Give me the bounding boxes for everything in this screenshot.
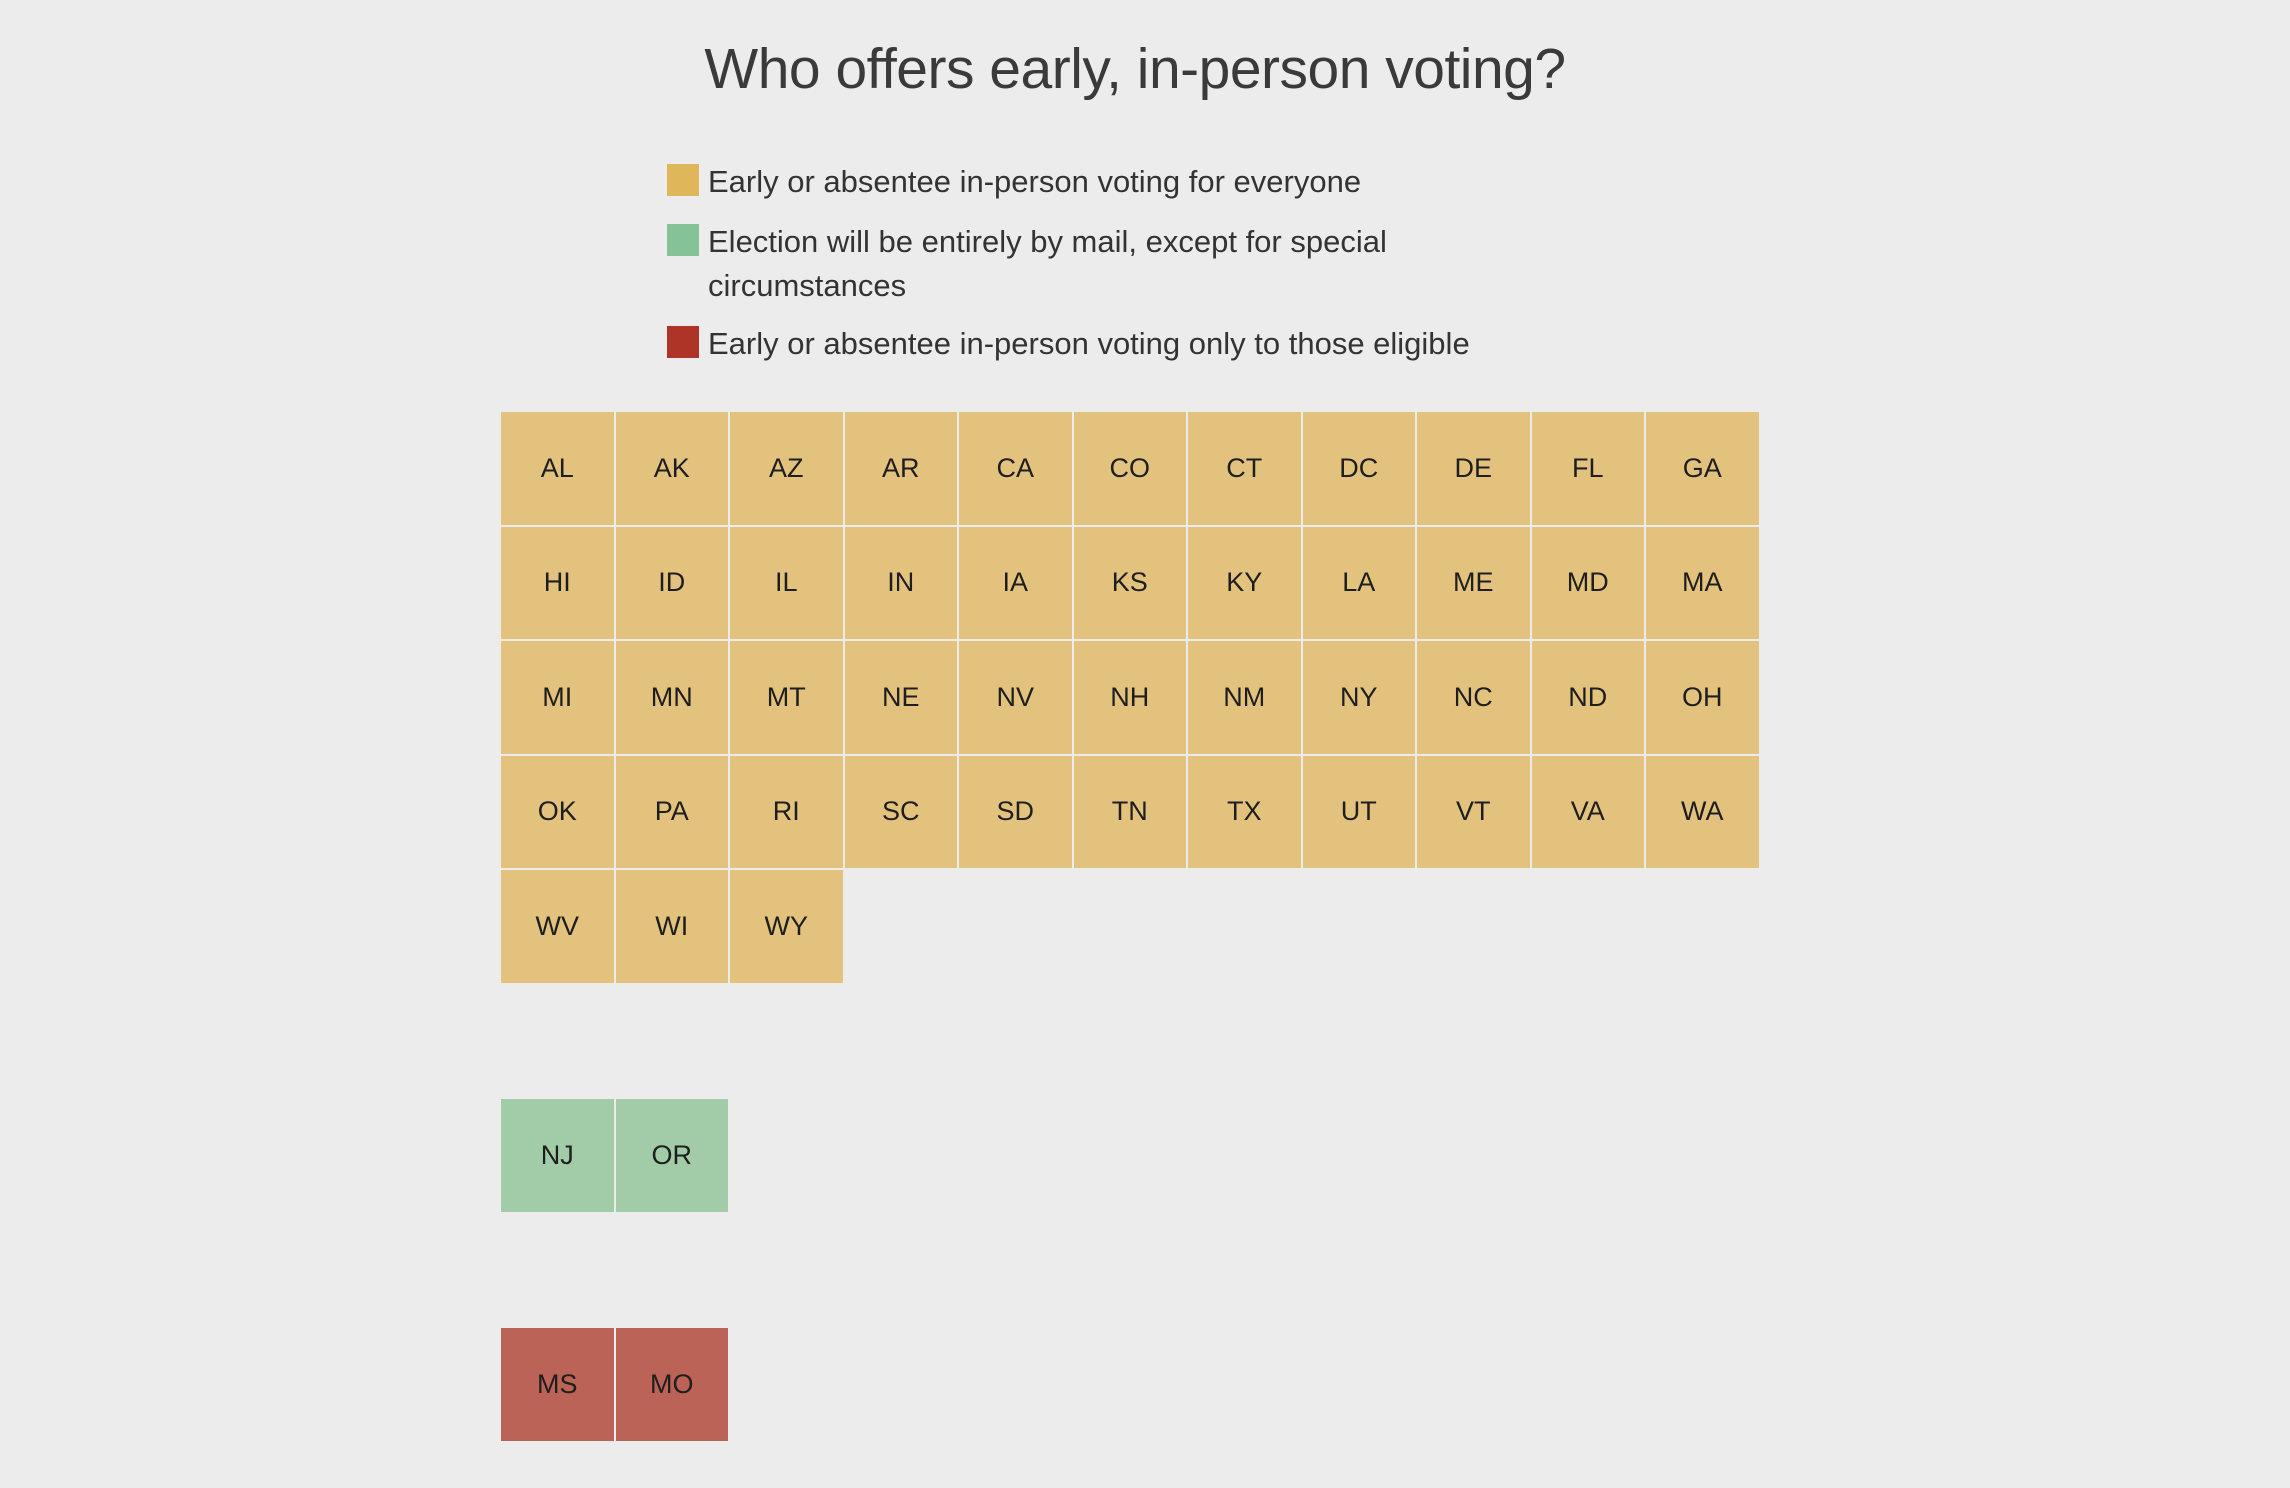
state-tile-ca: CA xyxy=(959,412,1072,525)
state-tile-dc: DC xyxy=(1302,412,1415,525)
state-tile-tx: TX xyxy=(1188,755,1301,868)
legend-label-eligible: Early or absentee in-person voting only … xyxy=(708,326,1470,361)
state-tile-wy: WY xyxy=(730,870,843,983)
tile-group-mail: NJ OR xyxy=(501,1099,1759,1212)
legend-swatch-everyone xyxy=(667,164,699,196)
state-tile-az: AZ xyxy=(730,412,843,525)
legend-label-everyone: Early or absentee in-person voting for e… xyxy=(708,164,1362,199)
state-tile-mi: MI xyxy=(501,641,614,754)
legend-item-mail: Election will be entirely by mail, excep… xyxy=(667,220,1527,308)
state-tile-wi: WI xyxy=(615,870,728,983)
state-tile-ks: KS xyxy=(1073,526,1186,639)
state-tile-ri: RI xyxy=(730,755,843,868)
state-tile-ky: KY xyxy=(1188,526,1301,639)
state-tile-ut: UT xyxy=(1302,755,1415,868)
state-tile-in: IN xyxy=(844,526,957,639)
legend-label-mail: Election will be entirely by mail, excep… xyxy=(708,224,1387,303)
state-tile-hi: HI xyxy=(501,526,614,639)
legend-item-eligible: Early or absentee in-person voting only … xyxy=(667,322,1527,366)
state-tile-ok: OK xyxy=(501,755,614,868)
state-tile-ms: MS xyxy=(501,1328,614,1441)
state-tile-ny: NY xyxy=(1302,641,1415,754)
state-tile-mt: MT xyxy=(730,641,843,754)
state-tile-nv: NV xyxy=(959,641,1072,754)
state-tile-va: VA xyxy=(1531,755,1644,868)
state-tile-nh: NH xyxy=(1073,641,1186,754)
state-tile-de: DE xyxy=(1417,412,1530,525)
state-tile-pa: PA xyxy=(615,755,728,868)
state-tile-fl: FL xyxy=(1531,412,1644,525)
state-tile-ak: AK xyxy=(615,412,728,525)
state-tile-vt: VT xyxy=(1417,755,1530,868)
state-tile-tn: TN xyxy=(1073,755,1186,868)
chart-title: Who offers early, in-person voting? xyxy=(704,37,1566,101)
state-tile-md: MD xyxy=(1531,526,1644,639)
legend: Early or absentee in-person voting for e… xyxy=(667,160,1527,382)
state-tile-co: CO xyxy=(1073,412,1186,525)
state-tile-wa: WA xyxy=(1646,755,1759,868)
state-tile-la: LA xyxy=(1302,526,1415,639)
state-tile-or: OR xyxy=(615,1099,728,1212)
tile-group-eligible: MS MO xyxy=(501,1328,1759,1441)
state-tile-wv: WV xyxy=(501,870,614,983)
state-tile-ar: AR xyxy=(844,412,957,525)
state-tile-sd: SD xyxy=(959,755,1072,868)
state-tile-nd: ND xyxy=(1531,641,1644,754)
tile-group-everyone: AL AK AZ AR CA CO CT DC DE FL GA HI ID IL IN IA KS KY LA ME… xyxy=(501,412,1759,983)
state-tile-al: AL xyxy=(501,412,614,525)
state-tile-ct: CT xyxy=(1188,412,1301,525)
state-tile-mo: MO xyxy=(615,1328,728,1441)
state-tile-il: IL xyxy=(730,526,843,639)
state-tile-nc: NC xyxy=(1417,641,1530,754)
legend-swatch-eligible xyxy=(667,326,699,358)
legend-swatch-mail xyxy=(667,224,699,256)
state-tile-ma: MA xyxy=(1646,526,1759,639)
state-tile-ia: IA xyxy=(959,526,1072,639)
state-tile-me: ME xyxy=(1417,526,1530,639)
state-tile-nj: NJ xyxy=(501,1099,614,1212)
state-tile-mn: MN xyxy=(615,641,728,754)
state-tile-nm: NM xyxy=(1188,641,1301,754)
legend-item-everyone: Early or absentee in-person voting for e… xyxy=(667,160,1527,204)
state-tile-ga: GA xyxy=(1646,412,1759,525)
state-tile-sc: SC xyxy=(844,755,957,868)
state-tile-oh: OH xyxy=(1646,641,1759,754)
state-tile-ne: NE xyxy=(844,641,957,754)
state-tile-id: ID xyxy=(615,526,728,639)
